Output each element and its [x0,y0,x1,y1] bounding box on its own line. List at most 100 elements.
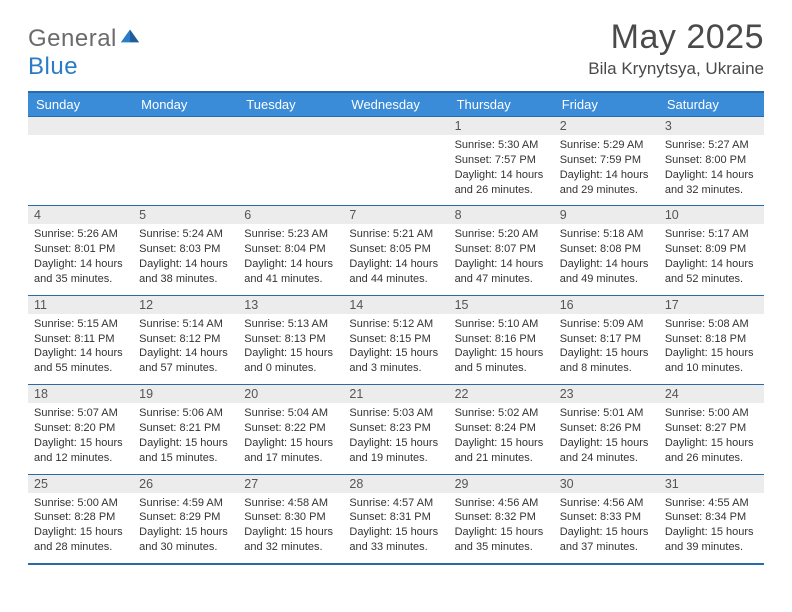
day-content: Sunrise: 5:00 AMSunset: 8:27 PMDaylight:… [659,403,764,473]
calendar-row: 18Sunrise: 5:07 AMSunset: 8:20 PMDayligh… [28,385,764,474]
calendar-cell: 22Sunrise: 5:02 AMSunset: 8:24 PMDayligh… [449,385,554,474]
daylight-text-1: Daylight: 14 hours [560,168,653,183]
calendar-cell: 19Sunrise: 5:06 AMSunset: 8:21 PMDayligh… [133,385,238,474]
header: GeneralBlue May 2025 Bila Krynytsya, Ukr… [28,18,764,81]
calendar-cell: 3Sunrise: 5:27 AMSunset: 8:00 PMDaylight… [659,117,764,206]
sunset-text: Sunset: 8:22 PM [244,421,337,436]
sunset-text: Sunset: 8:21 PM [139,421,232,436]
daylight-text-2: and 33 minutes. [349,540,442,555]
day-content: Sunrise: 5:09 AMSunset: 8:17 PMDaylight:… [554,314,659,384]
sunrise-text: Sunrise: 5:00 AM [34,496,127,511]
calendar-cell: 23Sunrise: 5:01 AMSunset: 8:26 PMDayligh… [554,385,659,474]
calendar-cell: 4Sunrise: 5:26 AMSunset: 8:01 PMDaylight… [28,206,133,295]
calendar-table: SundayMondayTuesdayWednesdayThursdayFrid… [28,91,764,565]
day-content [238,135,343,205]
day-number: 29 [449,475,554,493]
day-content: Sunrise: 5:08 AMSunset: 8:18 PMDaylight:… [659,314,764,384]
calendar-cell: 11Sunrise: 5:15 AMSunset: 8:11 PMDayligh… [28,295,133,384]
day-content: Sunrise: 5:13 AMSunset: 8:13 PMDaylight:… [238,314,343,384]
daylight-text-2: and 39 minutes. [665,540,758,555]
sunrise-text: Sunrise: 5:03 AM [349,406,442,421]
brand-part1: General [28,25,117,52]
day-number: 17 [659,296,764,314]
daylight-text-2: and 19 minutes. [349,451,442,466]
day-content: Sunrise: 5:24 AMSunset: 8:03 PMDaylight:… [133,224,238,294]
daylight-text-1: Daylight: 14 hours [455,257,548,272]
day-number: 15 [449,296,554,314]
day-number: 18 [28,385,133,403]
daylight-text-1: Daylight: 15 hours [244,346,337,361]
daylight-text-2: and 49 minutes. [560,272,653,287]
daylight-text-1: Daylight: 15 hours [665,525,758,540]
sunset-text: Sunset: 8:31 PM [349,510,442,525]
day-content: Sunrise: 4:59 AMSunset: 8:29 PMDaylight:… [133,493,238,563]
daylight-text-1: Daylight: 14 hours [665,257,758,272]
calendar-cell: 6Sunrise: 5:23 AMSunset: 8:04 PMDaylight… [238,206,343,295]
day-content: Sunrise: 5:27 AMSunset: 8:00 PMDaylight:… [659,135,764,205]
sunset-text: Sunset: 7:59 PM [560,153,653,168]
daylight-text-1: Daylight: 15 hours [34,525,127,540]
daylight-text-2: and 10 minutes. [665,361,758,376]
calendar-cell: 5Sunrise: 5:24 AMSunset: 8:03 PMDaylight… [133,206,238,295]
day-number: 24 [659,385,764,403]
day-content: Sunrise: 5:14 AMSunset: 8:12 PMDaylight:… [133,314,238,384]
sunset-text: Sunset: 8:17 PM [560,332,653,347]
daylight-text-2: and 8 minutes. [560,361,653,376]
calendar-row: 25Sunrise: 5:00 AMSunset: 8:28 PMDayligh… [28,474,764,564]
sunset-text: Sunset: 8:34 PM [665,510,758,525]
day-number: 3 [659,117,764,135]
calendar-cell: 26Sunrise: 4:59 AMSunset: 8:29 PMDayligh… [133,474,238,564]
daylight-text-1: Daylight: 15 hours [455,525,548,540]
day-content: Sunrise: 5:07 AMSunset: 8:20 PMDaylight:… [28,403,133,473]
daylight-text-2: and 44 minutes. [349,272,442,287]
sunrise-text: Sunrise: 5:06 AM [139,406,232,421]
sunset-text: Sunset: 8:29 PM [139,510,232,525]
sunrise-text: Sunrise: 5:26 AM [34,227,127,242]
day-content: Sunrise: 5:02 AMSunset: 8:24 PMDaylight:… [449,403,554,473]
day-number: 23 [554,385,659,403]
daylight-text-1: Daylight: 14 hours [560,257,653,272]
sunrise-text: Sunrise: 5:27 AM [665,138,758,153]
daylight-text-2: and 28 minutes. [34,540,127,555]
sunrise-text: Sunrise: 4:57 AM [349,496,442,511]
sunrise-text: Sunrise: 5:17 AM [665,227,758,242]
day-content [343,135,448,205]
daylight-text-2: and 41 minutes. [244,272,337,287]
calendar-row: 11Sunrise: 5:15 AMSunset: 8:11 PMDayligh… [28,295,764,384]
daylight-text-1: Daylight: 15 hours [349,525,442,540]
day-content: Sunrise: 4:57 AMSunset: 8:31 PMDaylight:… [343,493,448,563]
day-number: 11 [28,296,133,314]
brand-mark-icon [119,24,141,46]
calendar-cell [343,117,448,206]
day-header: Friday [554,92,659,117]
calendar-cell: 8Sunrise: 5:20 AMSunset: 8:07 PMDaylight… [449,206,554,295]
day-content: Sunrise: 5:30 AMSunset: 7:57 PMDaylight:… [449,135,554,205]
day-header: Sunday [28,92,133,117]
sunrise-text: Sunrise: 4:58 AM [244,496,337,511]
day-number: 13 [238,296,343,314]
day-content: Sunrise: 5:01 AMSunset: 8:26 PMDaylight:… [554,403,659,473]
daylight-text-1: Daylight: 14 hours [34,346,127,361]
sunrise-text: Sunrise: 5:15 AM [34,317,127,332]
daylight-text-1: Daylight: 15 hours [665,436,758,451]
daylight-text-2: and 0 minutes. [244,361,337,376]
sunset-text: Sunset: 8:20 PM [34,421,127,436]
daylight-text-2: and 57 minutes. [139,361,232,376]
calendar-cell: 12Sunrise: 5:14 AMSunset: 8:12 PMDayligh… [133,295,238,384]
daylight-text-2: and 12 minutes. [34,451,127,466]
day-number: 8 [449,206,554,224]
daylight-text-2: and 35 minutes. [455,540,548,555]
day-number [133,117,238,135]
day-content: Sunrise: 5:04 AMSunset: 8:22 PMDaylight:… [238,403,343,473]
day-number: 16 [554,296,659,314]
day-content [28,135,133,205]
daylight-text-1: Daylight: 15 hours [139,525,232,540]
daylight-text-1: Daylight: 15 hours [349,346,442,361]
sunrise-text: Sunrise: 5:01 AM [560,406,653,421]
day-number: 4 [28,206,133,224]
day-content: Sunrise: 4:55 AMSunset: 8:34 PMDaylight:… [659,493,764,563]
location: Bila Krynytsya, Ukraine [588,59,764,79]
calendar-cell: 28Sunrise: 4:57 AMSunset: 8:31 PMDayligh… [343,474,448,564]
title-block: May 2025 Bila Krynytsya, Ukraine [588,18,764,79]
daylight-text-1: Daylight: 15 hours [244,436,337,451]
